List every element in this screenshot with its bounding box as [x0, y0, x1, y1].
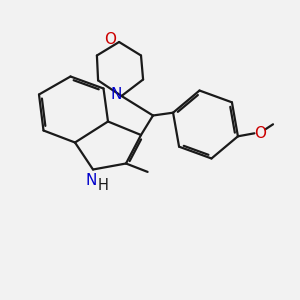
Text: H: H [97, 178, 108, 193]
Text: N: N [110, 87, 122, 102]
Text: O: O [254, 126, 266, 141]
Text: N: N [86, 173, 97, 188]
Text: O: O [104, 32, 116, 47]
